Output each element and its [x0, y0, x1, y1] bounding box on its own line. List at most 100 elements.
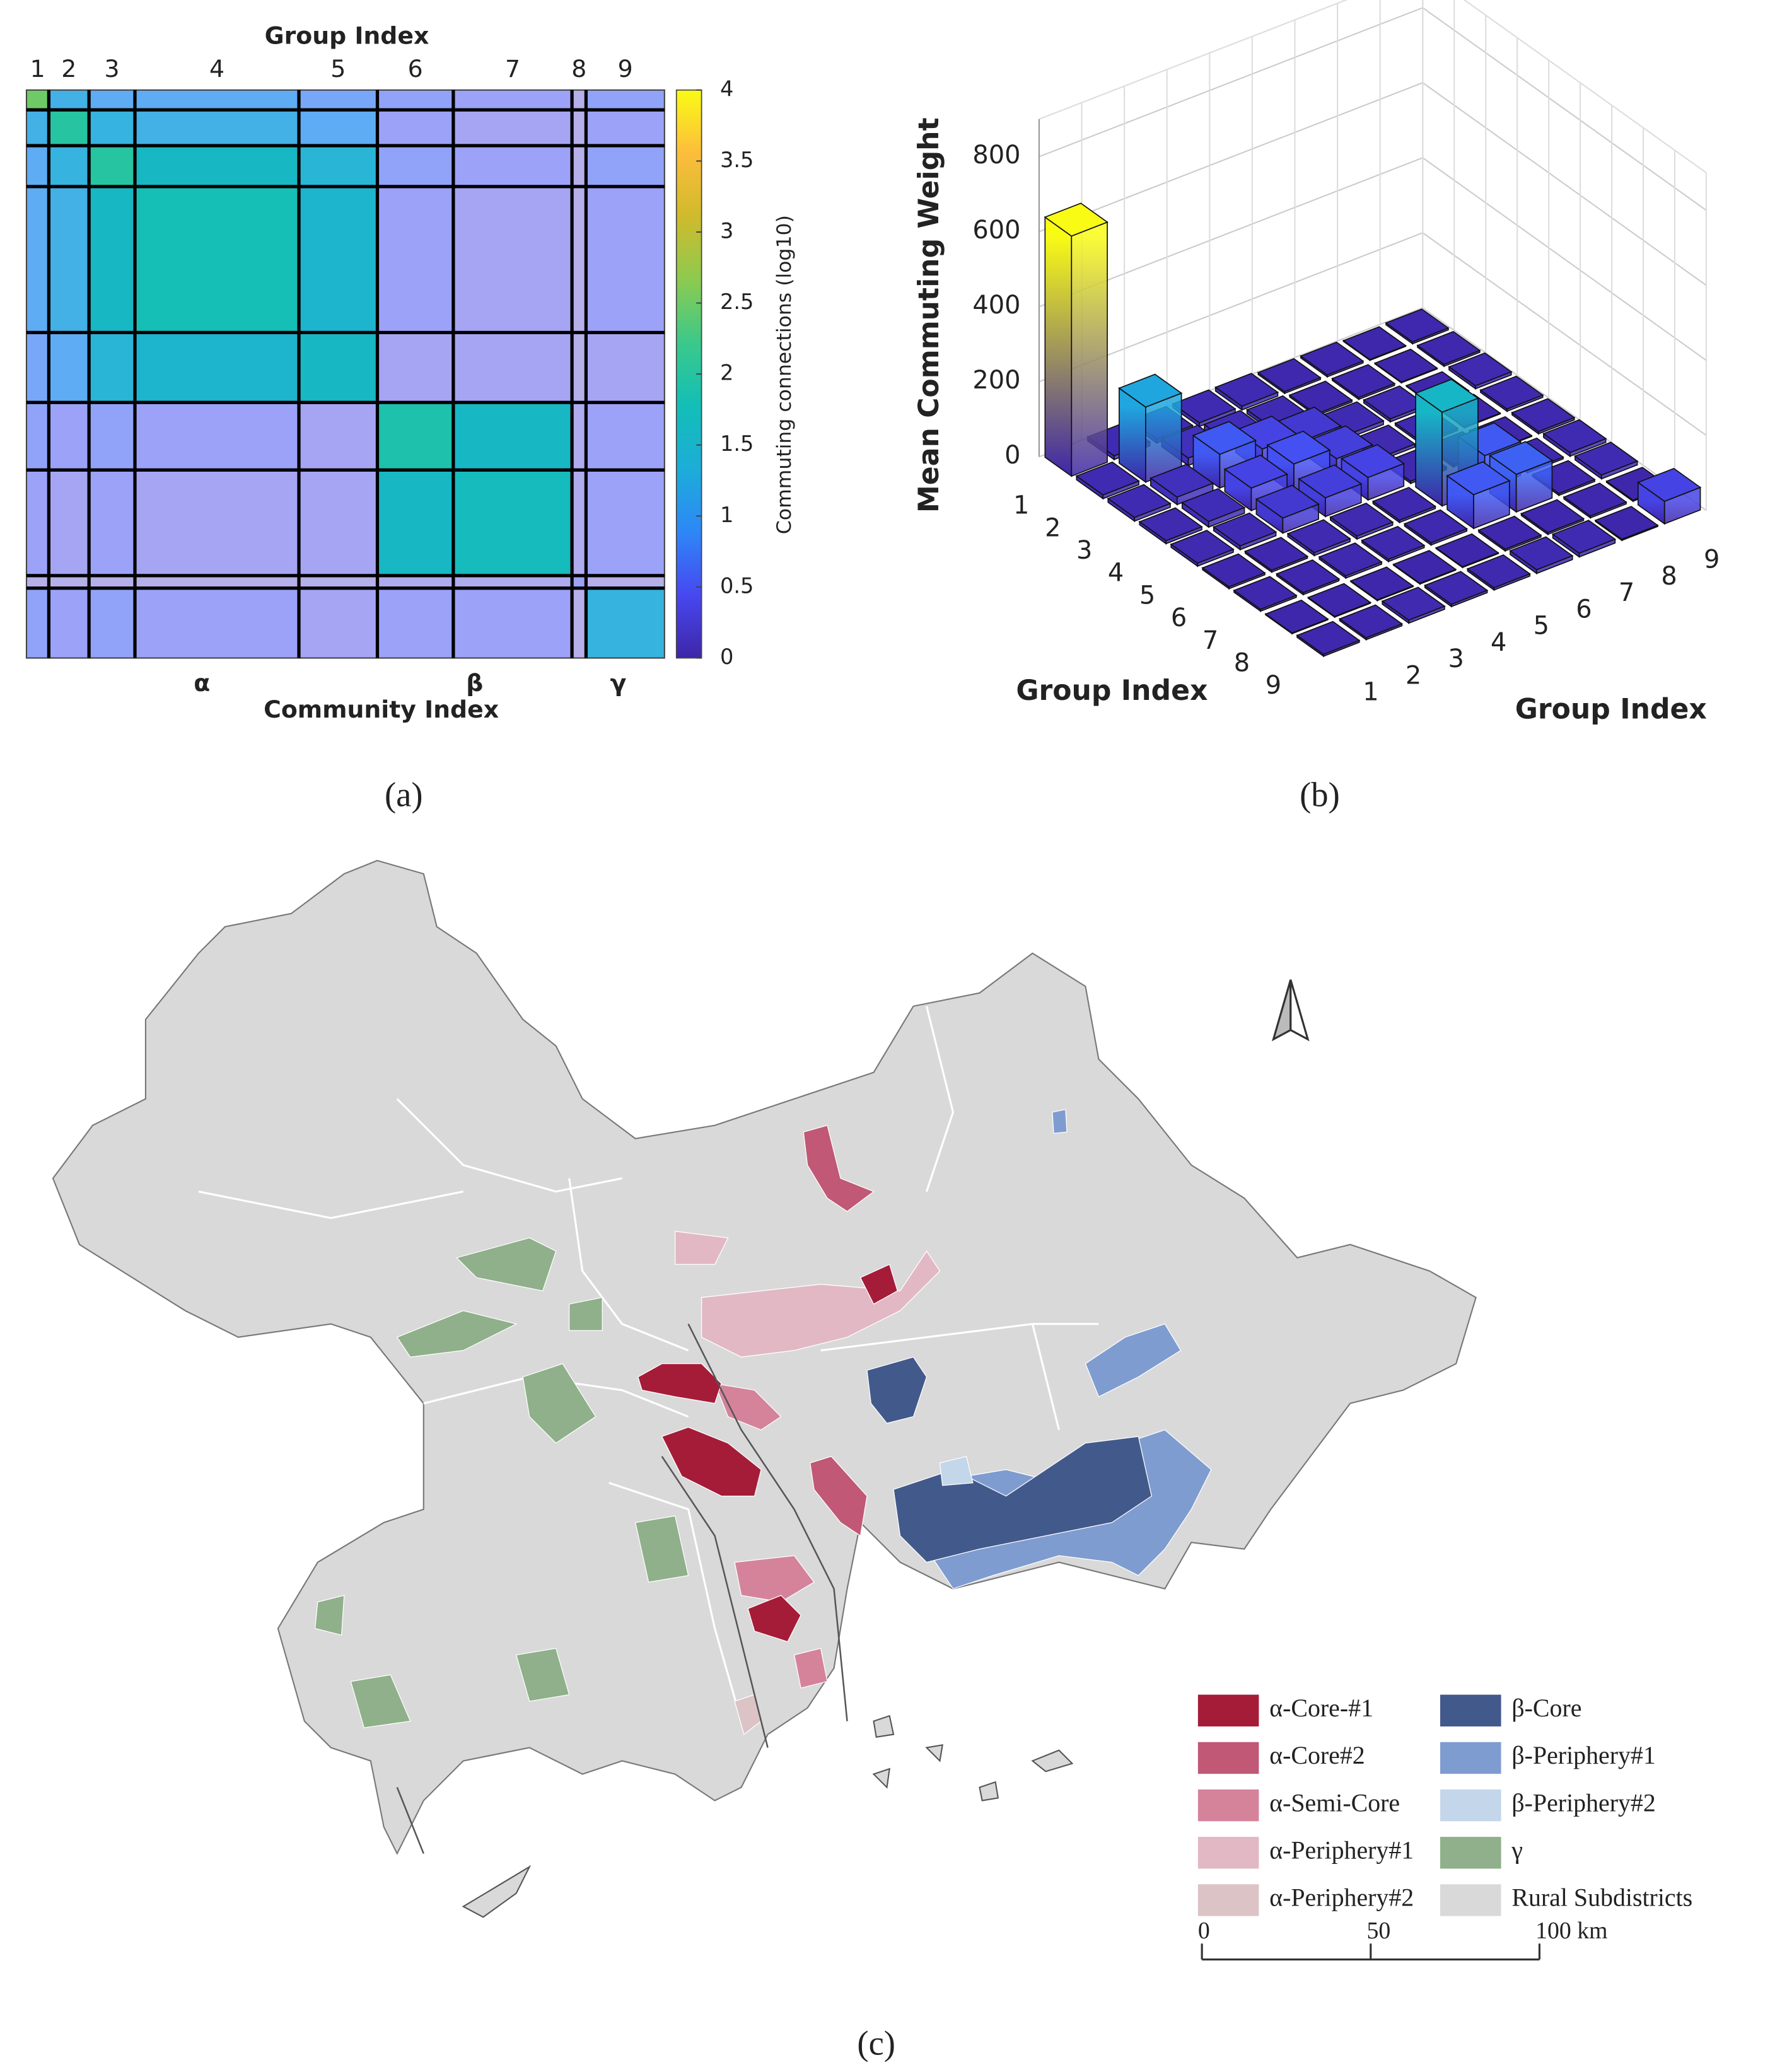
heatmap-cell	[299, 575, 378, 588]
bar-top	[1424, 571, 1489, 605]
heatmap-cell	[134, 110, 300, 146]
z-tick-label: 400	[972, 291, 1020, 320]
row-tick-label: 3	[1076, 536, 1092, 565]
heatmap-cell	[299, 332, 378, 403]
community-label: γ	[610, 669, 627, 697]
heatmap-cell	[453, 90, 573, 110]
colorbar-tick-label: 2.5	[720, 289, 754, 314]
heatmap-cell	[89, 90, 135, 110]
heatmap-cell	[49, 146, 90, 187]
scale-label: 100 km	[1535, 1918, 1607, 1944]
heatmap-cell	[586, 402, 665, 470]
heatmap-cell	[89, 146, 135, 187]
bar-top	[1214, 373, 1279, 407]
map-patch	[350, 1674, 411, 1728]
bar-top	[1477, 515, 1542, 550]
heatmap-cell	[572, 470, 586, 576]
heatmap-cell	[377, 110, 453, 146]
map-patch	[1052, 1109, 1068, 1134]
bar-top	[1520, 499, 1585, 533]
bar-top	[1371, 487, 1437, 521]
col-tick-label: 4	[1491, 628, 1506, 657]
north-arrow	[1271, 979, 1292, 1042]
bar-top	[1318, 542, 1383, 577]
legend-label: α-Periphery#1	[1269, 1836, 1414, 1864]
heatmap-cell	[453, 470, 573, 576]
legend-swatch	[1440, 1742, 1501, 1774]
heatmap-cell	[586, 588, 665, 658]
map-patch	[810, 1455, 868, 1537]
heatmap-cell	[49, 575, 90, 588]
bar-top	[1118, 373, 1183, 408]
legend-swatch	[1440, 1837, 1501, 1869]
row-tick-label: 7	[1202, 626, 1218, 655]
north-arrow	[1289, 979, 1310, 1042]
bar-top	[1044, 202, 1109, 237]
legend-label: β-Periphery#2	[1511, 1788, 1655, 1817]
group-label: 4	[209, 55, 224, 83]
heatmap-cell	[377, 332, 453, 403]
legend-label: α-Periphery#2	[1269, 1883, 1414, 1912]
heatmap-cell	[586, 146, 665, 187]
bar-top	[1298, 464, 1363, 499]
heatmap-cell	[26, 146, 49, 187]
heatmap-cell	[49, 332, 90, 403]
legend-label: β-Periphery#1	[1511, 1741, 1655, 1769]
river	[396, 1787, 424, 1854]
heatmap-cell	[586, 110, 665, 146]
heatmap-cell	[89, 575, 135, 588]
bar-top	[1288, 380, 1353, 415]
heatmap-cell	[377, 90, 453, 110]
heatmap-cell	[453, 110, 573, 146]
row-tick-label: 5	[1139, 581, 1155, 610]
scale-label: 0	[1198, 1918, 1210, 1944]
heatmap-cell	[572, 90, 586, 110]
heatmap-cell	[89, 588, 135, 658]
district-boundary	[925, 1006, 955, 1192]
bar-top	[1170, 530, 1235, 564]
bar-top	[1213, 512, 1278, 547]
map-patch	[314, 1595, 345, 1636]
heatmap-cell	[89, 332, 135, 403]
bar-top	[1551, 520, 1617, 554]
heatmap-cell	[134, 186, 300, 333]
heatmap-cell	[49, 470, 90, 576]
bar-top	[1150, 463, 1214, 498]
island	[873, 1714, 895, 1738]
x-axis-label: Community Index	[264, 696, 499, 723]
heatmap-cell	[377, 575, 453, 588]
heatmap-cell	[377, 470, 453, 576]
bar-top	[1286, 519, 1351, 554]
panel-c: α-Core-#1 α-Core#2 α-Semi-Core α-Periphery#…	[52, 859, 1692, 1961]
map-patch	[637, 1363, 722, 1404]
map-patch	[866, 1356, 928, 1424]
river	[687, 1324, 848, 1721]
district-boundary	[608, 1482, 743, 1722]
heatmap-cell	[453, 588, 573, 658]
heatmap-cell	[49, 186, 90, 333]
bar-face-left	[1044, 216, 1073, 477]
map-patch	[456, 1237, 557, 1291]
bar-top	[1257, 358, 1322, 392]
bar-top	[1511, 398, 1576, 433]
district-boundary	[198, 1190, 464, 1219]
bar-top	[1300, 341, 1365, 376]
z-tick-label: 0	[1004, 441, 1020, 470]
heatmap-cell	[572, 332, 586, 403]
legend-label: α-Core-#1	[1269, 1694, 1373, 1722]
bar-top	[1435, 533, 1499, 567]
legend-swatch	[1440, 1789, 1501, 1822]
z-axis-label: Mean Commuting Weight	[913, 117, 945, 513]
bar-top	[1329, 503, 1394, 537]
plot-frame	[25, 89, 665, 659]
bar-top	[1223, 455, 1288, 489]
bar-top	[1488, 441, 1554, 475]
heatmap-cell	[299, 90, 378, 110]
group-label: 1	[30, 55, 45, 83]
bar-top	[1307, 583, 1372, 617]
heatmap-cell	[134, 402, 300, 470]
bar-top	[1201, 553, 1266, 588]
